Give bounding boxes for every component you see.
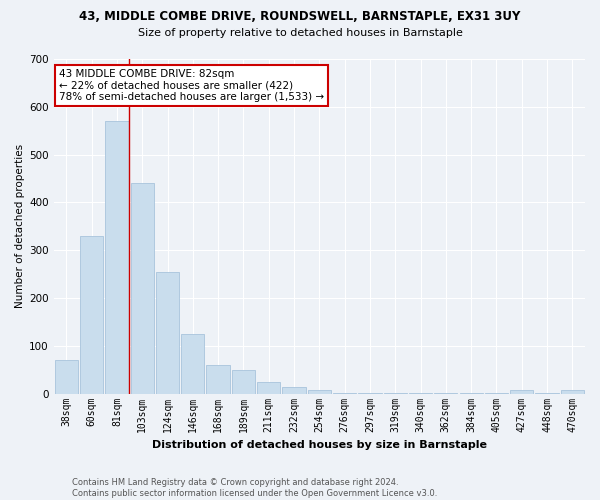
- Bar: [257, 382, 280, 394]
- Bar: [105, 121, 128, 394]
- X-axis label: Distribution of detached houses by size in Barnstaple: Distribution of detached houses by size …: [152, 440, 487, 450]
- Y-axis label: Number of detached properties: Number of detached properties: [15, 144, 25, 308]
- Text: 43, MIDDLE COMBE DRIVE, ROUNDSWELL, BARNSTAPLE, EX31 3UY: 43, MIDDLE COMBE DRIVE, ROUNDSWELL, BARN…: [79, 10, 521, 23]
- Bar: [333, 392, 356, 394]
- Bar: [156, 272, 179, 394]
- Bar: [80, 236, 103, 394]
- Bar: [561, 390, 584, 394]
- Bar: [358, 392, 382, 394]
- Bar: [232, 370, 255, 394]
- Text: Size of property relative to detached houses in Barnstaple: Size of property relative to detached ho…: [137, 28, 463, 38]
- Bar: [131, 184, 154, 394]
- Bar: [283, 388, 305, 394]
- Bar: [308, 390, 331, 394]
- Bar: [383, 392, 407, 394]
- Text: Contains HM Land Registry data © Crown copyright and database right 2024.
Contai: Contains HM Land Registry data © Crown c…: [72, 478, 437, 498]
- Bar: [181, 334, 205, 394]
- Bar: [535, 392, 559, 394]
- Text: 43 MIDDLE COMBE DRIVE: 82sqm
← 22% of detached houses are smaller (422)
78% of s: 43 MIDDLE COMBE DRIVE: 82sqm ← 22% of de…: [59, 69, 324, 102]
- Bar: [510, 390, 533, 394]
- Bar: [206, 365, 230, 394]
- Bar: [55, 360, 78, 394]
